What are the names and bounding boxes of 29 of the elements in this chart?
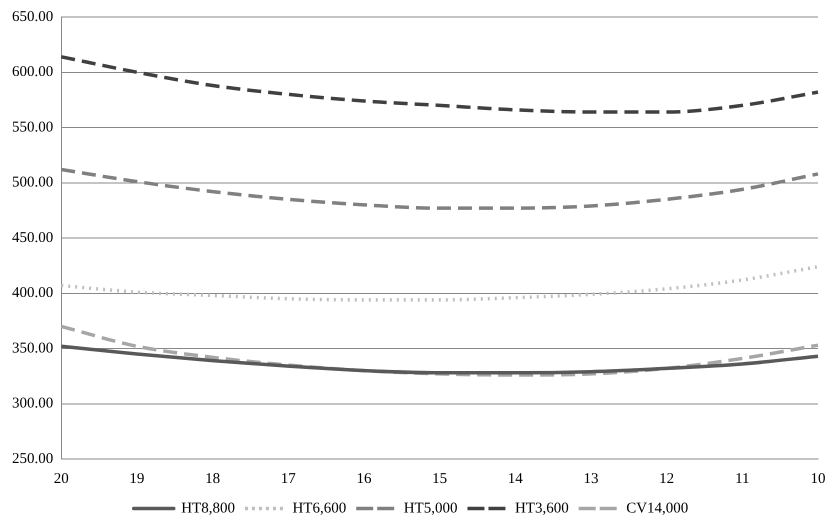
y-tick-label: 500.00: [12, 174, 54, 191]
y-tick-label: 400.00: [12, 285, 54, 302]
y-tick-label: 450.00: [12, 230, 54, 246]
x-tick-label: 11: [735, 470, 750, 487]
y-tick-label: 300.00: [12, 396, 54, 412]
line-series: [60, 324, 820, 377]
x-tick-label: 20: [54, 470, 69, 487]
x-tick-label: 10: [810, 470, 826, 487]
line-series: [60, 344, 820, 375]
x-tick-label: 17: [280, 470, 296, 487]
x-tick-label: 15: [432, 470, 448, 487]
y-tick-label: 550.00: [12, 119, 54, 136]
legend-label: HT3,600: [514, 500, 569, 516]
y-tick-label: 600.00: [12, 64, 54, 80]
x-tick-label: 12: [659, 470, 674, 487]
legend-label: HT6,600: [292, 500, 346, 516]
x-tick-label: 18: [205, 470, 220, 487]
legend-label: HT5,000: [404, 500, 458, 516]
legend-label: HT8,800: [181, 500, 235, 516]
legend-label: CV14,000: [626, 500, 688, 516]
line-series: [60, 264, 820, 302]
y-tick-label: 250.00: [12, 450, 54, 467]
x-tick-label: 13: [583, 470, 598, 487]
y-tick-label: 350.00: [12, 340, 54, 356]
x-tick-label: 16: [356, 470, 372, 487]
y-tick-label: 650.00: [12, 8, 54, 25]
line-series: [60, 55, 820, 114]
x-tick-label: 14: [508, 470, 524, 487]
x-tick-label: 19: [129, 470, 144, 487]
